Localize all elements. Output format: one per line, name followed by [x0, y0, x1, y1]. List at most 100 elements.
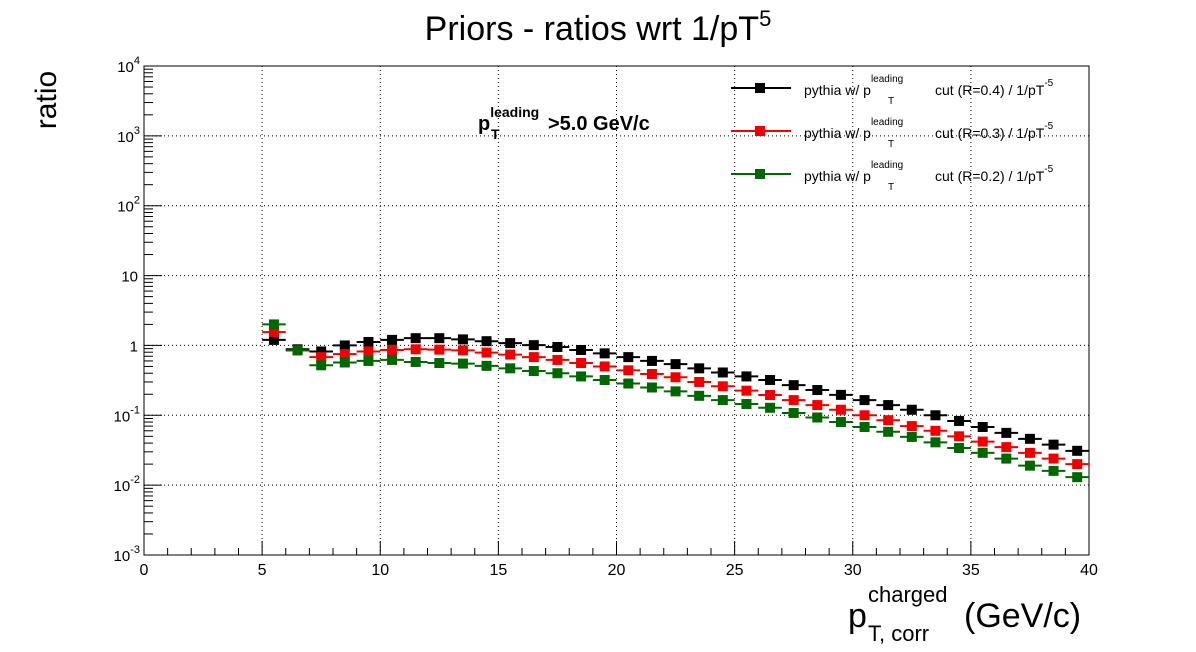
data-point: [646, 382, 657, 393]
data-point: [741, 371, 752, 382]
data-point: [528, 352, 539, 363]
data-point: [434, 333, 445, 344]
data-point: [363, 336, 374, 347]
data-point: [1072, 459, 1083, 470]
data-point: [1024, 460, 1035, 471]
data-point: [765, 374, 776, 385]
data-point: [646, 368, 657, 379]
data-point: [599, 348, 610, 359]
y-tick-label: 10: [121, 269, 138, 286]
data-point: [812, 385, 823, 396]
data-point: [268, 334, 279, 345]
data-point: [410, 356, 421, 367]
x-tick-label: 15: [489, 562, 507, 579]
data-point: [576, 345, 587, 356]
x-tick-label: 30: [844, 562, 862, 579]
data-point: [410, 344, 421, 355]
data-point: [528, 366, 539, 377]
y-tick-label: 10-1: [114, 404, 140, 425]
data-point: [859, 421, 870, 432]
data-point: [576, 371, 587, 382]
data-point: [694, 376, 705, 387]
x-tick-label: 40: [1080, 562, 1098, 579]
legend-entry: pythia w/ pleading Tcut (R=0.2) / 1/pT-5: [804, 160, 1054, 193]
data-point: [930, 410, 941, 421]
data-point: [930, 437, 941, 448]
data-point: [670, 359, 681, 370]
legend-marker: [755, 126, 765, 136]
data-point: [387, 345, 398, 356]
grid-lines: [144, 66, 1089, 555]
data-point: [481, 360, 492, 371]
data-point: [906, 431, 917, 442]
data-point: [387, 334, 398, 345]
data-point: [316, 352, 327, 363]
data-point: [788, 380, 799, 391]
data-point: [1001, 427, 1012, 438]
x-tick-label: 35: [962, 562, 980, 579]
data-point: [434, 344, 445, 355]
data-point: [954, 415, 965, 426]
data-point: [599, 361, 610, 372]
data-point: [788, 395, 799, 406]
data-point: [481, 347, 492, 358]
data-point: [1024, 447, 1035, 458]
data-point: [977, 421, 988, 432]
x-axis: 0 5 10 15 20 25 30 35 40: [140, 541, 1098, 579]
data-point: [505, 338, 516, 349]
y-tick-label: 1: [130, 338, 138, 355]
data-point: [954, 431, 965, 442]
y-tick-label: 10-3: [114, 544, 140, 565]
y-tick-label: 103: [117, 125, 140, 146]
data-point: [363, 355, 374, 366]
data-point: [1048, 453, 1059, 464]
y-tick-label: 102: [117, 195, 140, 216]
data-point: [268, 319, 279, 330]
data-point: [883, 400, 894, 411]
data-point: [505, 349, 516, 360]
data-point: [316, 360, 327, 371]
data-point: [339, 340, 350, 351]
x-tick-label: 20: [608, 562, 626, 579]
y-tick-label: 104: [117, 55, 140, 76]
data-point: [859, 410, 870, 421]
legend: pythia w/ pleading Tcut (R=0.4) / 1/pT-5 p…: [731, 74, 1054, 193]
data-point: [576, 358, 587, 369]
data-point: [694, 390, 705, 401]
data-point: [717, 367, 728, 378]
x-tick-label: 25: [726, 562, 744, 579]
data-point: [906, 404, 917, 415]
data-point: [387, 354, 398, 365]
data-point: [954, 443, 965, 454]
legend-entry: pythia w/ pleading Tcut (R=0.4) / 1/pT-5: [804, 74, 1054, 107]
data-point: [906, 421, 917, 432]
chart-title: Priors - ratios wrt 1/pT5: [425, 6, 772, 48]
series-2: [262, 319, 1089, 483]
data-point: [1072, 445, 1083, 456]
data-point: [457, 334, 468, 345]
legend-marker: [755, 83, 765, 93]
data-point: [977, 436, 988, 447]
y-axis: 10-3 10-2 10-1 1 10 102 103 104: [114, 55, 162, 565]
data-point: [457, 345, 468, 356]
data-point: [481, 336, 492, 347]
data-point: [528, 340, 539, 351]
data-point: [339, 357, 350, 368]
data-point: [765, 402, 776, 413]
data-point: [1072, 472, 1083, 483]
data-point: [930, 425, 941, 436]
data-point: [788, 407, 799, 418]
data-point: [316, 346, 327, 357]
data-point: [599, 374, 610, 385]
data-point: [883, 415, 894, 426]
series-0: [262, 333, 1089, 456]
data-point: [717, 381, 728, 392]
data-point: [457, 358, 468, 369]
data-point: [434, 358, 445, 369]
data-point: [505, 363, 516, 374]
x-tick-label: 0: [140, 562, 149, 579]
data-point: [268, 327, 279, 338]
y-axis-label: ratio: [30, 71, 63, 129]
data-point: [646, 355, 657, 366]
